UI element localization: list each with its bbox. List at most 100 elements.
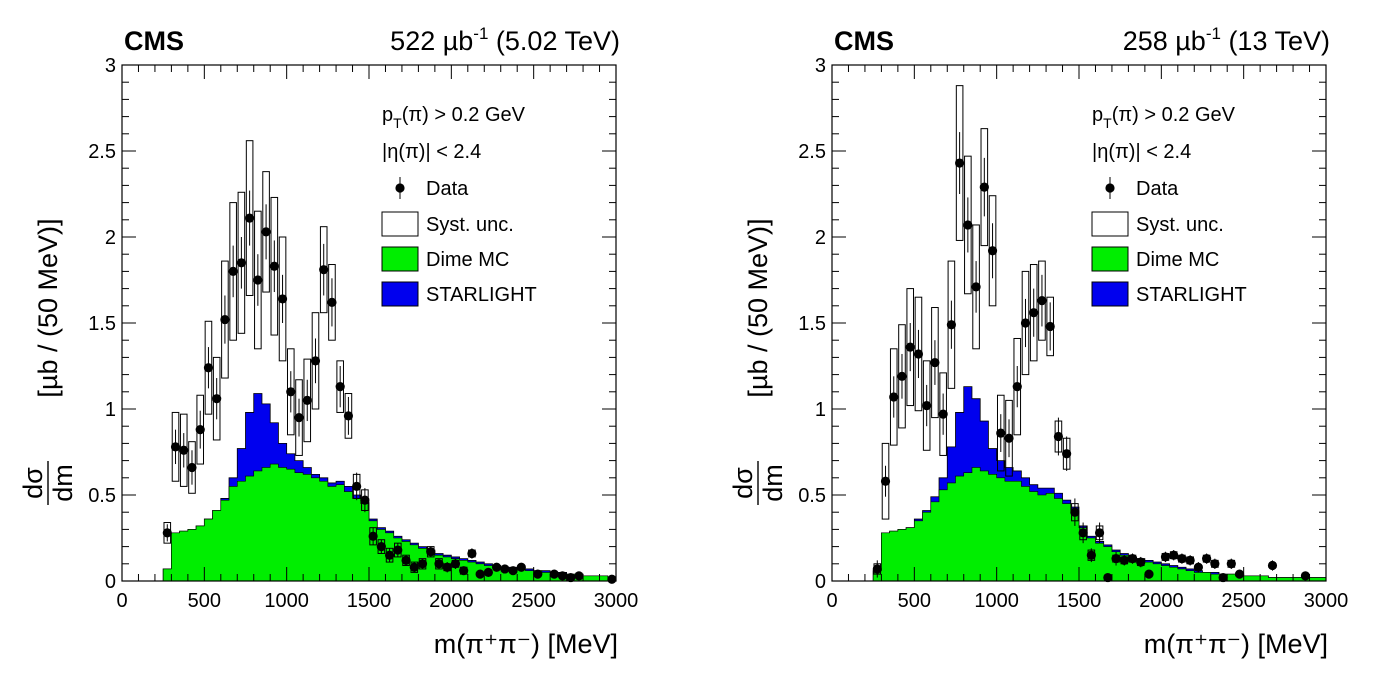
data-point bbox=[195, 425, 205, 435]
data-point bbox=[897, 371, 907, 381]
data-point bbox=[1086, 550, 1096, 560]
x-axis: 0 500 1000 1500 2000 2500 3000 m(π⁺π⁻) [MeV] bbox=[116, 65, 638, 659]
data-point bbox=[393, 545, 403, 555]
chart-svg: 0 500 1000 1500 2000 2500 3000 m(π⁺π⁻) [MeV] 0 0.… bbox=[728, 24, 1348, 659]
data-point bbox=[335, 382, 345, 392]
data-point bbox=[1218, 572, 1228, 583]
cut-eta: |η(π)| < 2.4 bbox=[382, 141, 481, 163]
y-label-units: [µb / (50 MeV)] bbox=[33, 218, 63, 397]
data-point bbox=[872, 564, 882, 574]
luminosity-label: 522 µb-1 (5.02 TeV) bbox=[390, 24, 620, 56]
y-label-numerator: dσ bbox=[18, 467, 48, 499]
cut-pt: pT(π) > 0.2 GeV bbox=[382, 104, 526, 131]
data-point bbox=[1062, 449, 1072, 459]
x-tick-label: 0 bbox=[116, 590, 127, 612]
data-point bbox=[1020, 318, 1031, 328]
x-tick-label: 500 bbox=[898, 590, 931, 612]
y-axis-label: dσ dm [µb / (50 MeV)] bbox=[18, 218, 78, 505]
data-point bbox=[1169, 550, 1179, 560]
legend-swatch-3 bbox=[1091, 281, 1129, 307]
data-point bbox=[261, 227, 271, 237]
x-axis: 0 500 1000 1500 2000 2500 3000 m(π⁺π⁻) [MeV] bbox=[826, 65, 1348, 659]
chart-svg: 0 500 1000 1500 2000 2500 3000 m(π⁺π⁻) [MeV] 0 0.… bbox=[18, 24, 638, 659]
luminosity-exponent: -1 bbox=[1206, 24, 1221, 43]
cut-pt-p: p bbox=[382, 104, 393, 126]
luminosity-label: 258 µb-1 (13 TeV) bbox=[1123, 24, 1330, 56]
cut-pt-p: p bbox=[1092, 104, 1103, 126]
cut-eta: |η(π)| < 2.4 bbox=[1092, 141, 1191, 163]
data-point bbox=[566, 572, 576, 583]
data-point bbox=[905, 342, 915, 352]
data-point bbox=[1127, 554, 1138, 564]
data-point bbox=[368, 531, 378, 541]
data-point bbox=[434, 559, 444, 569]
data-point bbox=[475, 569, 485, 579]
data-point bbox=[492, 562, 502, 572]
data-point bbox=[1234, 569, 1245, 579]
data-point bbox=[533, 569, 543, 579]
legend-swatch-3 bbox=[381, 281, 419, 307]
y-tick-label: 0.5 bbox=[88, 485, 116, 507]
data-point bbox=[549, 569, 559, 579]
legend: Data Syst. unc. Dime MC STARLIGHT bbox=[381, 177, 537, 307]
y-tick-label: 3 bbox=[105, 55, 116, 77]
experiment-label: CMS bbox=[124, 26, 184, 56]
data-point bbox=[1111, 554, 1121, 564]
data-point bbox=[1193, 562, 1203, 572]
data-series bbox=[872, 85, 1311, 583]
data-point bbox=[187, 462, 197, 473]
data-point bbox=[245, 213, 255, 223]
data-point bbox=[269, 261, 279, 271]
x-tick-label: 500 bbox=[188, 590, 221, 612]
data-point bbox=[483, 567, 493, 578]
data-point bbox=[1004, 433, 1014, 443]
x-tick-label: 3000 bbox=[1304, 590, 1349, 612]
data-point bbox=[253, 275, 263, 285]
y-tick-label: 2 bbox=[815, 227, 826, 249]
data-point bbox=[310, 356, 321, 366]
y-tick-label: 1 bbox=[815, 399, 826, 421]
data-point bbox=[212, 394, 222, 404]
data-point bbox=[426, 547, 436, 557]
data-point bbox=[1144, 569, 1154, 579]
data-point bbox=[467, 548, 477, 559]
y-tick-label: 2.5 bbox=[88, 141, 116, 163]
legend-label: Syst. unc. bbox=[1136, 214, 1224, 236]
data-point bbox=[1070, 507, 1080, 517]
chart-panel-5tev: 0 500 1000 1500 2000 2500 3000 m(π⁺π⁻) [MeV] 0 0.… bbox=[18, 24, 638, 659]
x-tick-label: 1500 bbox=[347, 590, 392, 612]
data-point bbox=[1053, 431, 1064, 442]
data-point bbox=[1210, 559, 1220, 569]
data-point bbox=[922, 400, 932, 411]
data-point bbox=[500, 564, 510, 574]
data-point bbox=[607, 574, 617, 584]
data-point bbox=[889, 392, 899, 402]
legend-label: Dime MC bbox=[426, 249, 509, 271]
x-tick-label: 1500 bbox=[1057, 590, 1102, 612]
data-point bbox=[417, 559, 428, 569]
data-point bbox=[1185, 555, 1195, 565]
energy-value: (5.02 TeV) bbox=[488, 26, 620, 56]
data-point bbox=[1226, 559, 1236, 569]
data-point bbox=[1300, 571, 1311, 581]
cut-pt-sub: T bbox=[1103, 115, 1112, 131]
experiment-label: CMS bbox=[834, 26, 894, 56]
energy-value: (13 TeV) bbox=[1221, 26, 1330, 56]
luminosity-value: 258 µb bbox=[1123, 26, 1206, 56]
data-point bbox=[979, 182, 989, 192]
x-axis-label: m(π⁺π⁻) [MeV] bbox=[1144, 629, 1328, 659]
cut-pt: pT(π) > 0.2 GeV bbox=[1092, 104, 1236, 131]
y-tick-label: 1.5 bbox=[798, 313, 826, 335]
data-point bbox=[955, 158, 965, 168]
data-point bbox=[987, 246, 998, 256]
data-point bbox=[1012, 382, 1022, 392]
data-point bbox=[286, 387, 296, 397]
y-label-numerator: dσ bbox=[728, 467, 758, 499]
data-point bbox=[360, 495, 370, 505]
y-axis-label: dσ dm [µb / (50 MeV)] bbox=[728, 218, 788, 505]
data-point bbox=[203, 363, 214, 373]
luminosity-exponent: -1 bbox=[473, 24, 488, 43]
x-tick-label: 3000 bbox=[594, 590, 639, 612]
data-point bbox=[1202, 554, 1212, 564]
data-point bbox=[1177, 554, 1187, 564]
